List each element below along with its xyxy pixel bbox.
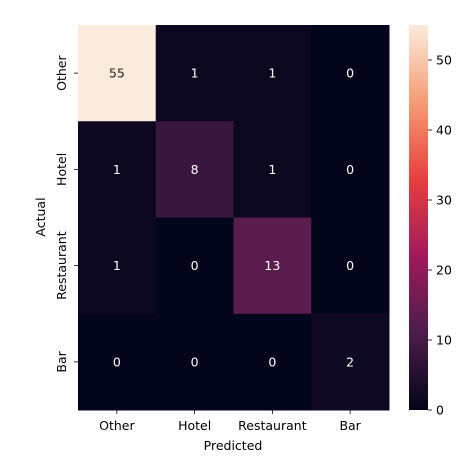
y-axis-ticks: Other Hotel Restaurant Bar: [54, 55, 78, 373]
heatmap-cell-hotel-bar: [311, 121, 390, 218]
x-tick-label-other: Other: [99, 418, 135, 433]
cell-value-restaurant-other: 1: [113, 258, 121, 273]
heatmap-cell-hotel-other: [78, 121, 157, 218]
heatmap-cell-restaurant-other: [78, 217, 157, 315]
cell-value-bar-bar: 2: [346, 354, 354, 369]
colorbar-ticks: 0 10 20 30 40 50: [428, 53, 452, 418]
heatmap-cell-hotel-hotel: [155, 121, 234, 218]
heatmap-cell-bar-other: [78, 313, 157, 411]
heatmap-cell-bar-restaurant: [233, 313, 312, 411]
colorbar-tick-label-40: 40: [436, 123, 452, 138]
cell-value-hotel-restaurant: 1: [268, 162, 276, 177]
heatmap-cell-bar-hotel: [155, 313, 234, 411]
x-axis-label: Predicted: [204, 438, 263, 452]
cell-value-hotel-bar: 0: [346, 162, 354, 177]
cell-value-hotel-other: 1: [113, 162, 121, 177]
y-tick-label-hotel: Hotel: [54, 153, 69, 186]
y-axis-label: Actual: [33, 197, 48, 236]
y-tick-label-restaurant: Restaurant: [54, 231, 69, 300]
x-tick-label-bar: Bar: [339, 418, 361, 433]
x-axis-ticks: Other Hotel Restaurant Bar: [99, 410, 362, 433]
colorbar-tick-label-10: 10: [436, 333, 452, 348]
cell-value-other-restaurant: 1: [268, 66, 276, 81]
cell-annotations: 55 1 1 0 1 8 1 0 1 0 13 0 0 0 0 2: [109, 66, 354, 370]
x-tick-label-hotel: Hotel: [178, 418, 211, 433]
colorbar-tick-label-50: 50: [436, 53, 452, 68]
cell-value-bar-restaurant: 0: [268, 354, 276, 369]
cell-value-restaurant-hotel: 0: [191, 258, 199, 273]
colorbar-gradient: [409, 25, 428, 410]
heatmap-cell-other-hotel: [155, 25, 234, 122]
colorbar: 0 10 20 30 40 50: [409, 25, 452, 418]
cell-value-hotel-hotel: 8: [191, 162, 199, 177]
heatmap-cells: [78, 25, 390, 411]
heatmap-cell-other-restaurant: [233, 25, 312, 122]
heatmap-cell-restaurant-restaurant: [233, 217, 312, 315]
y-tick-label-other: Other: [54, 55, 69, 91]
cell-value-restaurant-restaurant: 13: [264, 258, 280, 273]
colorbar-tick-label-30: 30: [436, 193, 452, 208]
x-tick-label-restaurant: Restaurant: [238, 418, 307, 433]
cell-value-restaurant-bar: 0: [346, 258, 354, 273]
heatmap-cell-other-bar: [311, 25, 390, 122]
heatmap-cell-bar-bar: [311, 313, 390, 411]
cell-value-other-hotel: 1: [191, 66, 199, 81]
colorbar-tick-label-20: 20: [436, 263, 452, 278]
colorbar-tick-label-0: 0: [436, 403, 444, 418]
heatmap-cell-restaurant-bar: [311, 217, 390, 315]
cell-value-bar-other: 0: [113, 354, 121, 369]
heatmap-cell-restaurant-hotel: [155, 217, 234, 315]
cell-value-other-bar: 0: [346, 66, 354, 81]
heatmap-cell-hotel-restaurant: [233, 121, 312, 218]
cell-value-other-other: 55: [109, 66, 125, 81]
cell-value-bar-hotel: 0: [191, 354, 199, 369]
y-tick-label-bar: Bar: [54, 350, 69, 372]
heatmap-cell-other-other: [78, 25, 157, 122]
